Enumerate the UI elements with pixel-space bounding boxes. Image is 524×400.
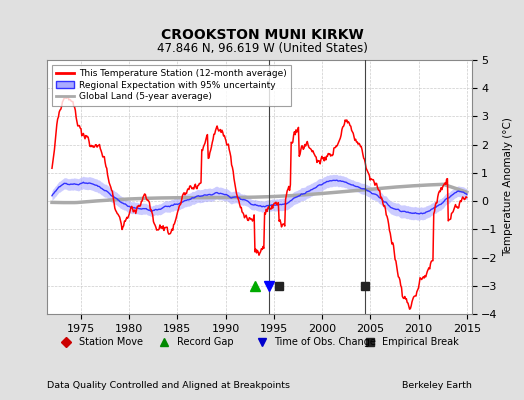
Text: Time of Obs. Change: Time of Obs. Change <box>274 337 376 347</box>
Text: Station Move: Station Move <box>79 337 143 347</box>
Text: Berkeley Earth: Berkeley Earth <box>402 381 472 390</box>
Text: Record Gap: Record Gap <box>177 337 233 347</box>
Legend: This Temperature Station (12-month average), Regional Expectation with 95% uncer: This Temperature Station (12-month avera… <box>52 64 291 106</box>
Text: 47.846 N, 96.619 W (United States): 47.846 N, 96.619 W (United States) <box>157 42 367 55</box>
Text: Empirical Break: Empirical Break <box>383 337 459 347</box>
Text: Data Quality Controlled and Aligned at Breakpoints: Data Quality Controlled and Aligned at B… <box>47 381 290 390</box>
Text: CROOKSTON MUNI KIRKW: CROOKSTON MUNI KIRKW <box>161 28 363 42</box>
Y-axis label: Temperature Anomaly (°C): Temperature Anomaly (°C) <box>504 118 514 256</box>
